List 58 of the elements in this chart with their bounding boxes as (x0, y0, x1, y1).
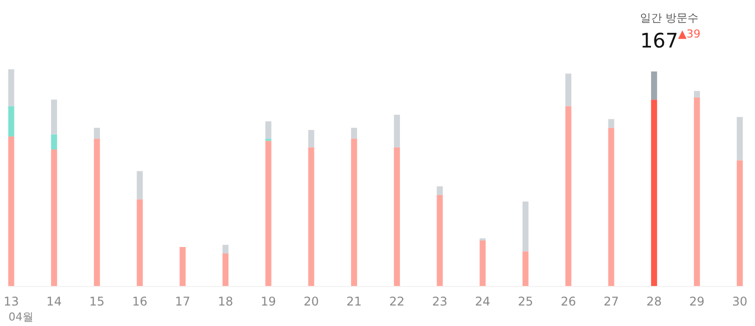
bar (8, 106, 14, 136)
bar (394, 114, 400, 148)
bar (736, 160, 743, 286)
x-tick-label: 22 (389, 294, 405, 308)
bar (308, 130, 314, 148)
bar (94, 138, 100, 286)
x-tick-label: 14 (46, 294, 62, 308)
bar (222, 244, 228, 254)
bar (608, 119, 614, 128)
bar (94, 128, 100, 139)
bar (51, 134, 58, 150)
x-tick-label: 25 (518, 294, 534, 308)
bar (265, 140, 272, 286)
bar (394, 147, 400, 286)
bar (180, 246, 186, 286)
text: ▲39 (678, 27, 701, 40)
x-tick-label: 16 (132, 294, 148, 308)
x-tick-label: 20 (304, 294, 319, 308)
x-tick-label: 26 (560, 294, 576, 308)
x-tick-label: 21 (346, 294, 362, 308)
x-tick-label: 27 (604, 294, 619, 308)
bar (480, 240, 486, 286)
bar (436, 194, 443, 286)
bar (736, 116, 743, 160)
bar (522, 201, 528, 252)
bar (651, 100, 658, 286)
bar (136, 171, 143, 200)
bar (222, 253, 228, 286)
x-tick-label: 18 (218, 294, 234, 308)
x-axis-title: 04월 (8, 310, 34, 324)
bar (694, 90, 700, 98)
bar (436, 186, 443, 195)
annotation: 167 (640, 28, 678, 52)
bar (265, 121, 272, 139)
x-tick-label: 23 (432, 294, 448, 308)
x-tick-label: 19 (260, 294, 276, 308)
x-tick-label: 13 (4, 294, 19, 308)
x-tick-label: 29 (689, 294, 705, 308)
bar (351, 138, 358, 286)
bar (694, 97, 700, 286)
text: 일간 방문수 (640, 11, 699, 24)
x-tick-label: 28 (646, 294, 662, 308)
bar (608, 128, 614, 286)
bar (8, 69, 14, 106)
bar (651, 71, 658, 100)
x-tick-label: 17 (175, 294, 190, 308)
bar (565, 106, 572, 286)
bar (308, 147, 314, 286)
bar (51, 149, 58, 286)
bar (136, 199, 143, 286)
x-tick-label: 30 (732, 294, 748, 308)
x-tick-label: 15 (89, 294, 105, 308)
bar (351, 128, 358, 139)
x-tick-label: 24 (475, 294, 490, 308)
bar (8, 136, 14, 286)
bar (522, 251, 528, 286)
bar (565, 74, 572, 106)
bar (51, 100, 58, 134)
